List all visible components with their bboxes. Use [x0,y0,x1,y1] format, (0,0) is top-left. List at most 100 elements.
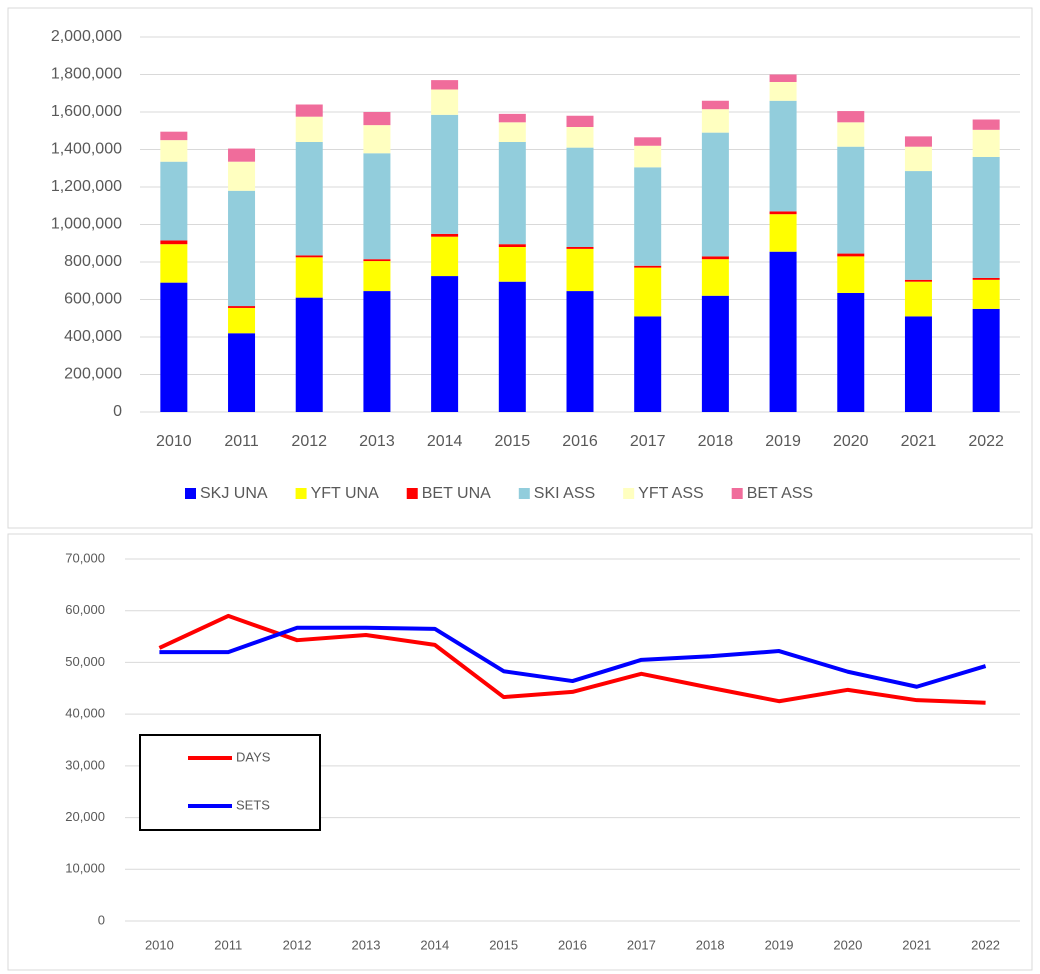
y-tick-label: 1,400,000 [51,141,122,158]
bar-segment [228,307,256,334]
legend-label: YFT ASS [638,485,704,502]
legend-label: BET ASS [747,485,813,502]
legend-box [139,734,321,831]
y-tick-label: 1,000,000 [51,216,122,233]
legend-swatch [295,488,307,499]
bar-segment [228,148,256,162]
bar-segment [972,157,1000,278]
legend-swatch [518,488,530,499]
bar-segment [904,146,932,172]
x-tick-label: 2014 [420,937,449,952]
x-tick-label: 2018 [696,937,725,952]
y-tick-label: 30,000 [65,757,105,772]
y-tick-label: 50,000 [65,654,105,669]
bar-segment [701,295,729,412]
x-tick-label: 2016 [558,937,587,952]
bar-segment [972,279,1000,309]
x-tick-label: 2011 [224,433,259,450]
y-tick-label: 60,000 [65,602,105,617]
x-tick-label: 2019 [765,433,801,450]
y-tick-label: 1,600,000 [51,103,122,120]
legend-label: SETS [236,797,270,812]
bar-segment [769,74,797,82]
bar-segment [769,82,797,101]
y-tick-label: 0 [98,912,105,927]
bar-segment [160,244,188,283]
bar-segment [431,114,459,234]
bar-segment [634,137,662,146]
bar-segment [228,333,256,412]
bar-segment [837,146,865,254]
bar-segment [837,111,865,123]
y-tick-label: 10,000 [65,861,105,876]
bar-segment [498,142,526,245]
bar-segment [295,142,323,256]
bar-segment [295,297,323,412]
bar-segment [769,100,797,212]
bar-segment [498,281,526,412]
bar-segment [904,136,932,147]
bar-segment [634,267,662,317]
bar-segment [160,282,188,412]
bar-segment [498,122,526,142]
x-tick-label: 2017 [630,433,666,450]
y-tick-label: 1,200,000 [51,178,122,195]
y-tick-label: 800,000 [64,253,122,270]
y-tick-label: 2,000,000 [51,28,122,45]
bar-segment [904,281,932,317]
bar-segment [701,109,729,133]
bar-segment [431,236,459,277]
x-tick-label: 2021 [902,937,931,952]
y-tick-label: 0 [113,403,122,420]
x-tick-label: 2010 [145,937,174,952]
y-tick-label: 200,000 [64,366,122,383]
x-tick-label: 2014 [427,433,463,450]
y-tick-label: 1,800,000 [51,66,122,83]
legend-label: BET UNA [422,485,491,502]
bar-segment [228,161,256,191]
bar-segment [701,132,729,257]
line [158,613,986,705]
y-tick-label: 400,000 [64,328,122,345]
x-tick-label: 2020 [833,433,869,450]
bar-segment [769,214,797,252]
x-tick-label: 2012 [291,433,327,450]
x-tick-label: 2013 [352,937,381,952]
bar-segment [160,140,188,162]
legend-label: SKJ UNA [200,485,268,502]
bar-segment [837,292,865,412]
bar-segment [160,131,188,141]
x-tick-label: 2015 [495,433,531,450]
bar-segment [837,256,865,293]
bar-segment [837,122,865,147]
bar-segment [431,233,459,237]
bar-segment [972,277,1000,280]
bar-segment [837,253,865,257]
bar-segment [634,316,662,412]
line [159,625,987,689]
bar-segment [769,211,797,215]
x-tick-label: 2021 [901,433,937,450]
bar-segment [363,153,391,260]
bar-segment [363,259,391,262]
bar-segment [634,167,662,266]
legend-swatch [406,488,418,499]
legend-swatch [731,488,743,499]
bar-segment [295,104,323,117]
bar-segment [160,240,188,245]
x-tick-label: 2015 [489,937,518,952]
bar-segment [904,279,932,282]
bar-segment [295,116,323,142]
bar-segment [566,127,594,148]
x-tick-label: 2010 [156,433,192,450]
bar-segment [363,125,391,154]
x-tick-label: 2011 [214,937,242,952]
bar-segment [498,247,526,282]
bar-segment [972,119,1000,130]
x-tick-label: 2013 [359,433,395,450]
bar-segment [566,115,594,127]
bar-segment [160,161,188,241]
bar-segment [498,244,526,247]
y-tick-label: 70,000 [65,550,105,565]
